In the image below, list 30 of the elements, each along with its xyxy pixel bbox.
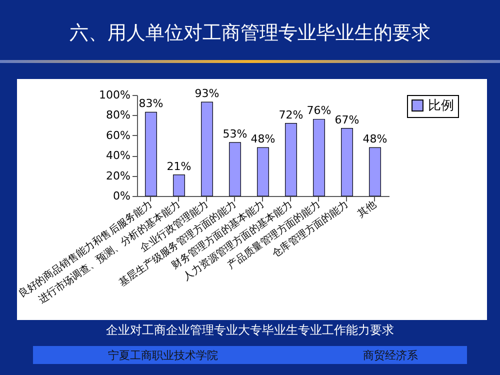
data-label: 72% [278,108,304,122]
y-tick-label: 60% [106,128,130,142]
data-label: 76% [306,104,332,118]
data-label: 93% [194,87,220,100]
legend-label: 比例 [428,98,454,114]
y-tick-label: 40% [106,149,130,162]
text: 商贸经济系 [363,348,418,363]
data-label: 48% [250,132,276,146]
bar [173,174,185,196]
x-tick-label: 其他 [355,198,378,220]
text: 企业对工商企业管理专业大专毕业生专业工作能力要求 [105,322,395,339]
bar [341,128,353,196]
y-tick-label: 0% [113,190,130,202]
y-tick-label: 20% [106,169,130,182]
bar [285,122,297,196]
data-label: 67% [334,113,360,126]
data-label: 48% [362,132,388,146]
bar [145,112,157,196]
chart-title: 六、用人单位对工商管理专业毕业生的要求 [68,21,432,46]
bar [257,147,269,196]
text: 宁夏工商职业技术学院 [108,348,218,363]
bar [369,147,381,196]
y-tick-label: 80% [106,108,130,122]
data-label: 21% [166,160,192,173]
data-label: 53% [222,127,248,140]
y-tick-label: 100% [99,88,130,102]
bar [313,118,325,196]
bar [229,142,241,196]
data-label: 83% [138,97,164,110]
bar [201,102,213,196]
